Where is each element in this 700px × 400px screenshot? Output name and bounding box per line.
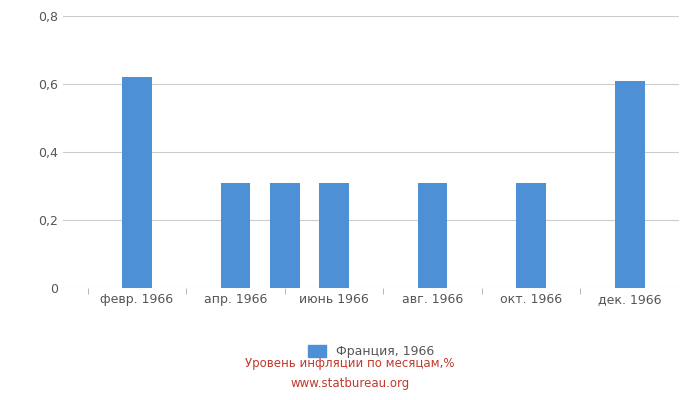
Bar: [220, 182, 251, 288]
Bar: [517, 182, 546, 288]
Bar: [122, 77, 152, 288]
Bar: [418, 182, 447, 288]
Text: www.statbureau.org: www.statbureau.org: [290, 378, 410, 390]
Legend: Франция, 1966: Франция, 1966: [302, 340, 440, 363]
Text: Уровень инфляции по месяцам,%: Уровень инфляции по месяцам,%: [245, 358, 455, 370]
Bar: [319, 182, 349, 288]
Bar: [270, 182, 300, 288]
Bar: [615, 80, 645, 288]
